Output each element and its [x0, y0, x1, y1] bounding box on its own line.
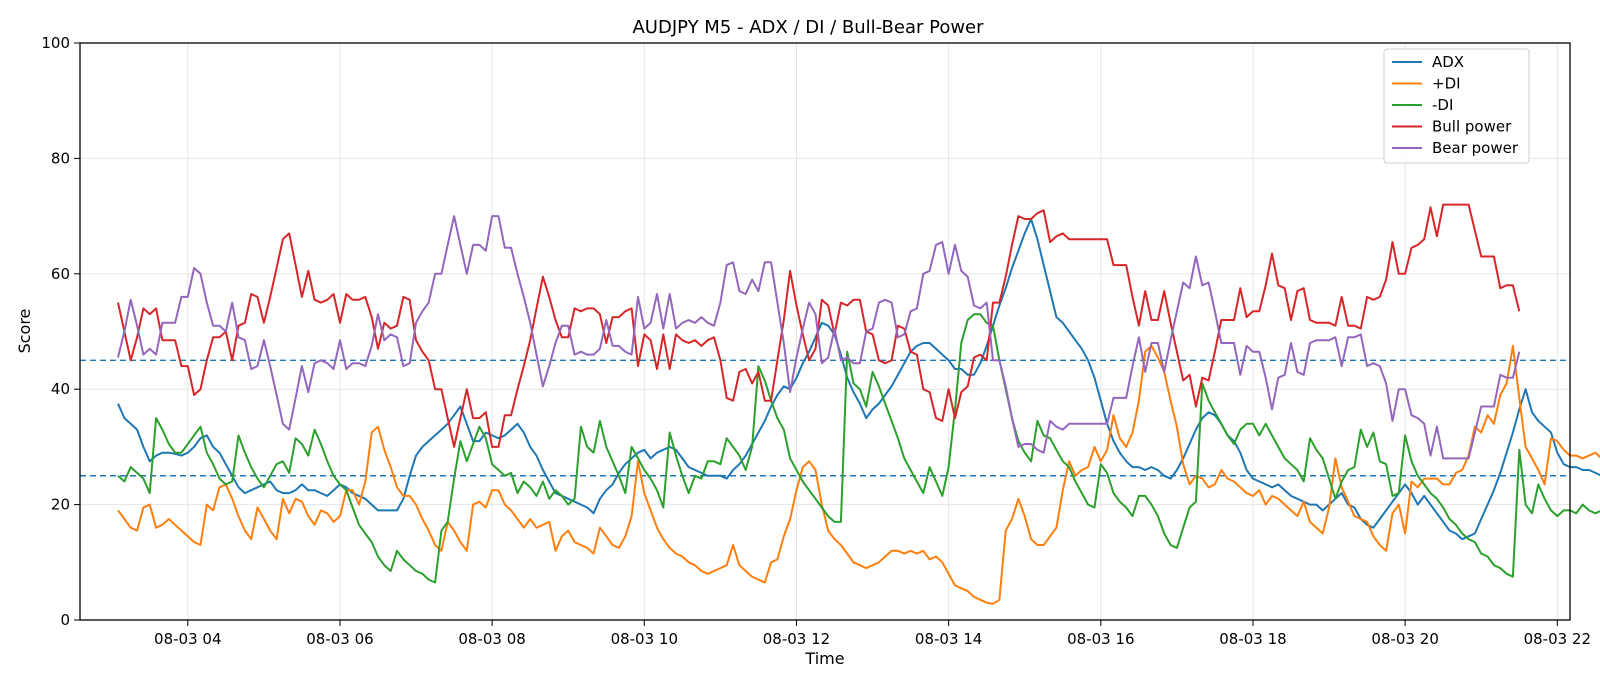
x-tick-label: 08-03 12: [763, 630, 830, 648]
legend: ADX +DI -DI Bull power Bear power: [1383, 48, 1530, 164]
series-line-bull-power: [117, 203, 1521, 448]
series-line-di: [117, 344, 1600, 605]
x-tick-label: 08-03 14: [915, 630, 982, 648]
series-line-adx: [117, 218, 1600, 541]
chart-title: AUDJPY M5 - ADX / DI / Bull-Bear Power: [632, 17, 984, 38]
legend-label: -DI: [1432, 96, 1453, 114]
series-line-bear-power: [117, 215, 1521, 460]
y-tick-label: 60: [51, 265, 70, 283]
y-tick-label: 20: [51, 496, 70, 514]
x-tick-label: 08-03 08: [458, 630, 525, 648]
plot-area: [80, 43, 1570, 620]
x-tick-label: 08-03 22: [1524, 630, 1591, 648]
y-tick-label: 100: [41, 34, 70, 52]
y-axis-label: Score: [15, 309, 34, 354]
y-axis: 0 20 40 60 80 100: [41, 34, 80, 629]
series-lines: [117, 203, 1600, 605]
legend-label: Bull power: [1432, 118, 1512, 136]
y-tick-label: 0: [60, 611, 70, 629]
legend-box: [1383, 48, 1530, 164]
x-tick-label: 08-03 18: [1219, 630, 1286, 648]
y-tick-label: 80: [51, 149, 70, 167]
x-axis: 08-03 04 08-03 06 08-03 08 08-03 10 08-03 12…: [154, 620, 1591, 648]
legend-label: ADX: [1432, 53, 1464, 71]
legend-label: Bear power: [1432, 139, 1519, 157]
x-tick-label: 08-03 10: [611, 630, 678, 648]
x-tick-label: 08-03 06: [306, 630, 373, 648]
y-tick-label: 40: [51, 380, 70, 398]
x-tick-label: 08-03 16: [1067, 630, 1134, 648]
x-tick-label: 08-03 04: [154, 630, 221, 648]
x-tick-label: 08-03 20: [1371, 630, 1438, 648]
plot-border: [79, 42, 1571, 621]
x-axis-label: Time: [804, 649, 844, 668]
legend-label: +DI: [1432, 75, 1461, 93]
series-line-di: [117, 313, 1600, 584]
